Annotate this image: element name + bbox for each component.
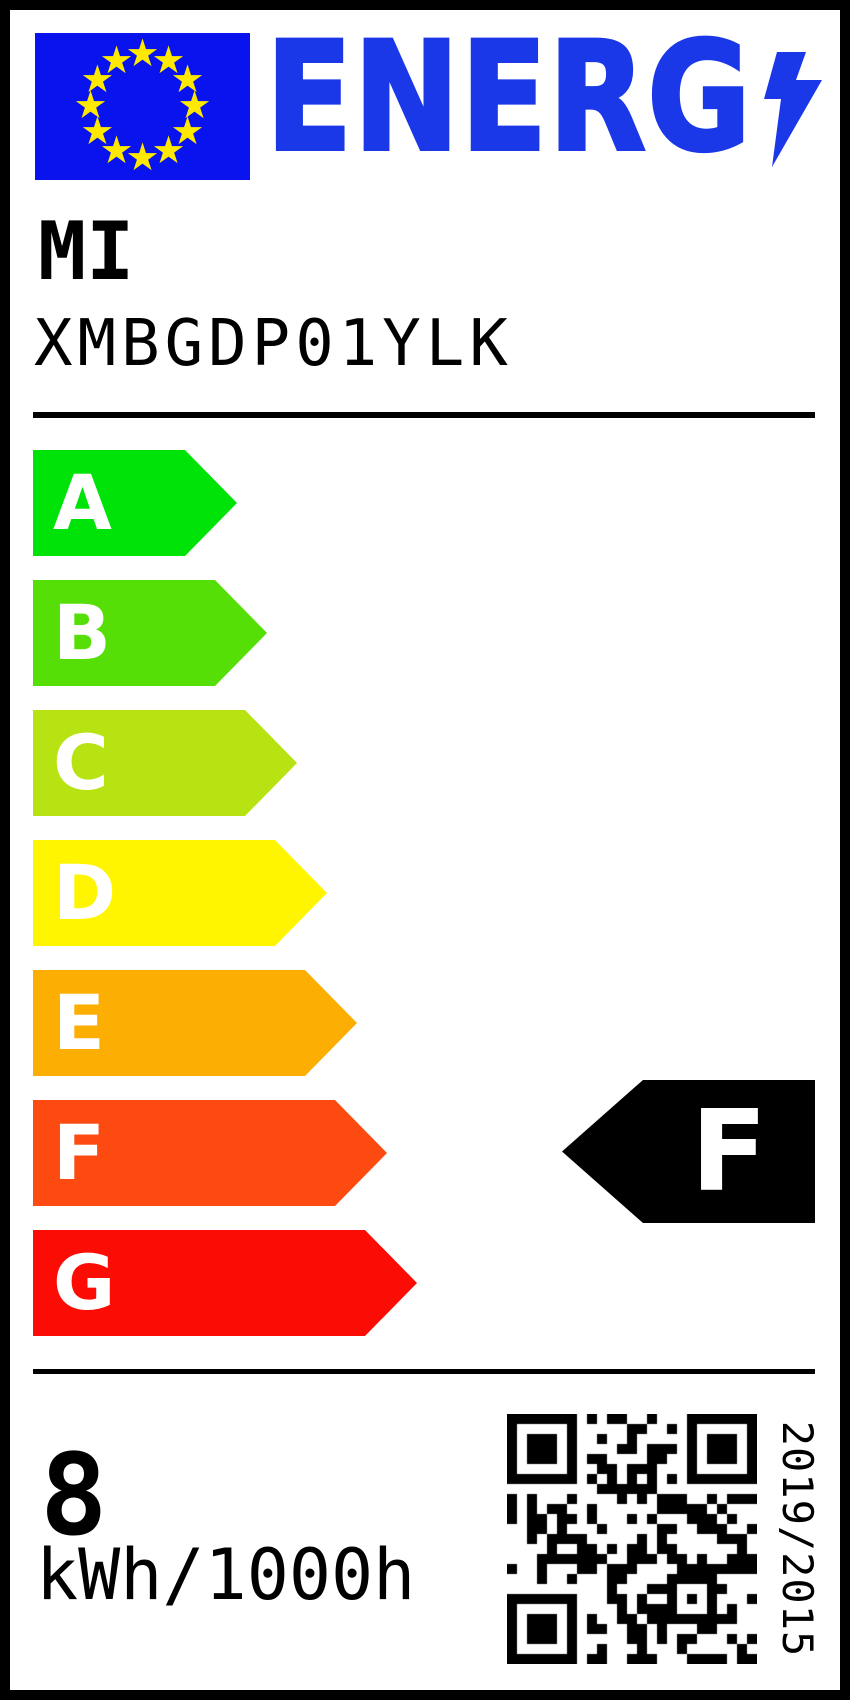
divider-bottom <box>33 1369 815 1374</box>
lightning-bolt-shape <box>764 52 822 167</box>
flag-star: ★ <box>80 57 115 101</box>
scale-letter: G <box>53 1238 116 1327</box>
scale-arrow-a: A <box>33 450 237 556</box>
energy-logo-text: ENERG <box>264 11 753 185</box>
scale-arrow-g: G <box>33 1230 417 1336</box>
scale-arrow-c: C <box>33 710 297 816</box>
scale-letter: C <box>53 718 109 807</box>
model-number: XMBGDP01YLK <box>34 307 513 381</box>
flag-star: ★ <box>99 128 134 173</box>
scale-letter: B <box>53 588 111 677</box>
regulation-text: 2019/2015 <box>773 1420 822 1658</box>
rating-arrow: F <box>562 1080 815 1223</box>
flag-star: ★ <box>80 109 115 153</box>
flag-star: ★ <box>125 135 160 179</box>
flag-star: ★ <box>99 37 134 82</box>
flag-star: ★ <box>170 109 205 153</box>
flag-star: ★ <box>125 31 160 75</box>
qr-code <box>507 1414 757 1664</box>
scale-arrow-d: D <box>33 840 327 946</box>
lightning-bolt-icon <box>764 52 822 167</box>
flag-star: ★ <box>151 37 186 82</box>
rating-letter: F <box>690 1086 768 1217</box>
flag-star: ★ <box>170 57 205 101</box>
scale-arrow-f: F <box>33 1100 387 1206</box>
flag-star: ★ <box>73 83 108 127</box>
scale-arrow-e: E <box>33 970 357 1076</box>
flag-star: ★ <box>151 128 186 173</box>
scale-letter: F <box>53 1108 105 1197</box>
divider-top <box>33 412 815 418</box>
scale-letter: D <box>53 848 117 937</box>
scale-letter: E <box>53 978 105 1067</box>
flag-star: ★ <box>177 83 212 127</box>
energy-scale: A B C D E F G <box>33 450 453 1360</box>
brand-name: MI <box>38 205 135 298</box>
eu-flag: ★ ★ ★ ★ ★ ★ ★ ★ ★ ★ ★ ★ <box>35 33 250 180</box>
scale-arrow-b: B <box>33 580 267 686</box>
consumption-value: 8 <box>40 1431 108 1561</box>
scale-letter: A <box>53 458 112 547</box>
consumption-unit: kWh/1000h <box>36 1534 416 1616</box>
